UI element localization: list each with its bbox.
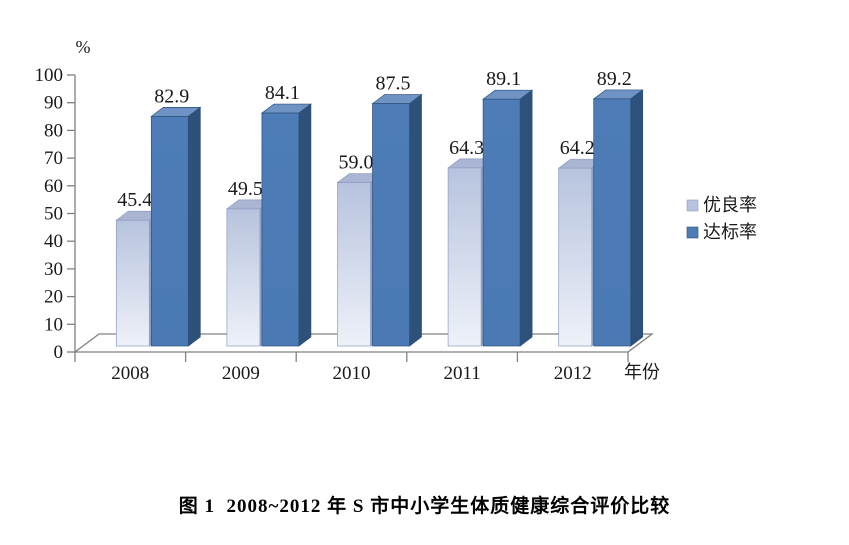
bar-standard-rate-2008 [150,106,202,347]
y-tick-label: 100 [35,65,64,86]
y-tick-label: 0 [54,342,64,363]
value-label-standard-rate-2012: 89.2 [597,68,632,90]
y-axis-title: % [76,37,91,57]
bar-front-face [226,208,261,347]
x-tick-label: 2011 [443,363,480,384]
bar-standard-rate-2009 [260,103,312,347]
legend-swatch-standard-rate [686,226,699,239]
legend-item-excellent-rate: 优良率 [686,195,757,215]
bar-front-face [558,167,593,347]
y-tick-label: 60 [44,176,63,197]
y-tick-label: 10 [44,314,63,335]
y-tick-label: 90 [44,93,63,114]
value-label-standard-rate-2009: 84.1 [265,82,300,104]
grouped-3d-bar-chart: 0 10 20 30 40 50 60 70 80 90 100% 2008 2009 2010 2011 2… [35,37,758,384]
x-axis-title: 年份 [624,362,660,382]
bar-standard-rate-2011 [482,89,534,347]
x-tick-label: 2012 [554,363,592,384]
bar-side-face [409,93,422,347]
bar-front-face [593,98,632,347]
bar-front-face [447,167,482,347]
bar-front-face [115,219,150,347]
value-label-excellent-rate-2012: 64.2 [560,137,595,159]
y-tick-label: 70 [44,148,63,169]
bar-standard-rate-2012 [592,89,644,347]
value-label-standard-rate-2010: 87.5 [376,73,411,95]
x-tick-label: 2010 [333,363,371,384]
legend-label-standard-rate: 达标率 [703,222,757,242]
bar-front-face [337,182,371,347]
bar-side-face [519,89,533,347]
y-tick-label: 50 [44,204,63,225]
bar-side-face [298,103,312,347]
y-tick-label: 80 [44,120,63,141]
value-label-standard-rate-2008: 82.9 [154,85,189,107]
bar-front-face [372,103,410,347]
bar-front-face [261,112,300,347]
legend-item-standard-rate: 达标率 [686,222,757,242]
bar-front-face [482,98,521,347]
bar-front-face [150,116,189,347]
value-label-excellent-rate-2010: 59.0 [339,152,374,174]
figure-caption: 图 1 2008~2012 年 S 市中小学生体质健康综合评价比较 [178,496,671,517]
bar-side-face [630,89,644,347]
legend-label-excellent-rate: 优良率 [703,195,757,215]
bar-standard-rate-2010 [371,93,423,347]
y-tick-label: 40 [44,231,63,252]
y-tick-label: 20 [44,287,63,308]
value-label-excellent-rate-2008: 45.4 [117,189,152,211]
value-label-excellent-rate-2011: 64.3 [449,137,484,159]
legend-swatch-excellent-rate [686,199,699,212]
value-label-standard-rate-2011: 89.1 [486,68,521,90]
x-tick-label: 2008 [111,363,149,384]
bar-side-face [187,106,201,347]
x-tick-label: 2009 [222,363,260,384]
value-label-excellent-rate-2009: 49.5 [228,178,263,200]
y-tick-label: 30 [44,259,63,280]
